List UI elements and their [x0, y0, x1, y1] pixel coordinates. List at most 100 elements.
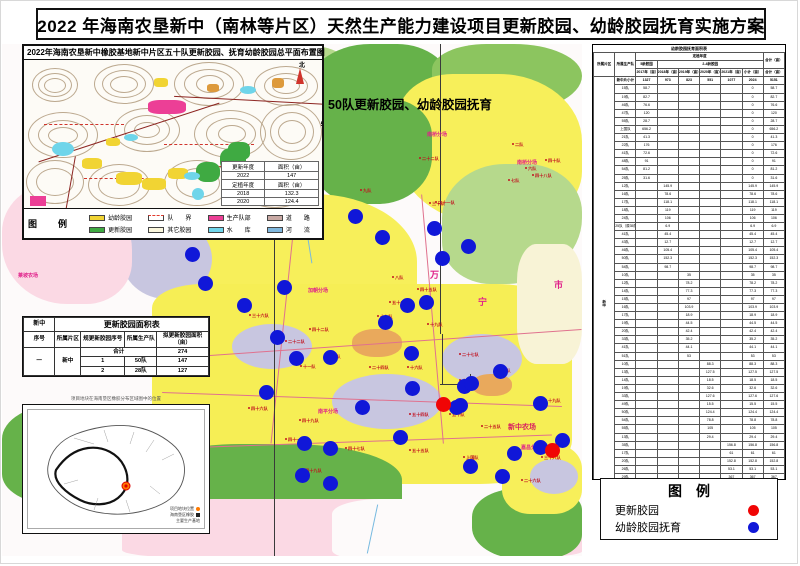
data-value-cell	[720, 262, 743, 272]
legend-swatch	[148, 214, 165, 221]
data-value-cell: 53	[762, 351, 785, 361]
map-point-young-care[interactable]	[554, 432, 570, 448]
data-value-cell: 91	[762, 157, 785, 167]
map-point-young-care[interactable]	[403, 345, 419, 361]
data-value-cell	[635, 456, 658, 466]
map-point-young-care[interactable]	[296, 435, 312, 451]
data-value-cell: 77.3	[741, 286, 764, 296]
data-value-cell: 29.4	[741, 432, 764, 442]
map-settlement-dot-icon	[545, 159, 547, 161]
area-row-index: 2	[80, 365, 126, 377]
map-team-label: 二十六队	[524, 478, 541, 483]
map-point-young-care[interactable]	[236, 297, 252, 313]
data-value-cell	[677, 448, 701, 458]
map-point-young-care[interactable]	[392, 429, 408, 445]
map-point-young-care[interactable]	[347, 208, 363, 224]
map-point-renewal[interactable]	[544, 442, 560, 458]
data-value-cell	[635, 311, 658, 321]
map-point-young-care[interactable]	[258, 384, 274, 400]
map-team-label: 二十七队	[462, 352, 479, 357]
map-point-young-care[interactable]	[322, 440, 338, 456]
data-team-cell: 46队	[614, 246, 637, 256]
young-rubber-area-table-panel[interactable]: 幼龄胶园抚育面积表 所属片区 所属生产队 定植年度 合计（亩） 5龄胶园 2-4…	[592, 44, 786, 480]
map-point-young-care[interactable]	[532, 439, 548, 455]
data-value-cell	[699, 133, 722, 143]
data-value-cell	[720, 319, 743, 329]
map-point-young-care[interactable]	[184, 246, 200, 262]
map-team-label: 二十四队	[372, 365, 389, 370]
table-row: 13队 29.4 29.4 29.4	[594, 432, 785, 442]
inset-legend-column: 生产队部水 库	[207, 213, 251, 234]
map-team-label: 五十四队	[412, 412, 429, 417]
map-point-young-care[interactable]	[197, 275, 213, 291]
map-point-renewal[interactable]	[435, 396, 451, 412]
map-point-young-care[interactable]	[448, 399, 464, 415]
map-point-young-care[interactable]	[460, 238, 476, 254]
data-team-cell: 14队	[614, 375, 637, 385]
data-value-cell: 72.6	[762, 149, 785, 159]
data-value-cell: 156.8	[741, 440, 764, 450]
data-value-cell: 127.5	[699, 367, 722, 377]
table-row: 29队 367 367 367	[594, 472, 785, 479]
data-value-cell	[720, 294, 743, 305]
data-value-cell	[699, 92, 722, 102]
table-row: 10队 35 35 35	[594, 270, 785, 280]
data-value-cell: 6.9	[741, 222, 764, 232]
data-value-cell: 44.5	[741, 319, 764, 329]
area-total-label: 合计	[80, 347, 158, 358]
data-team-cell: 41队	[614, 230, 637, 240]
map-point-young-care[interactable]	[434, 250, 450, 266]
page-title-text: 2022 年海南农垦新中（南林等片区）天然生产能力建设项目更新胶园、幼龄胶园抚育…	[37, 16, 765, 36]
data-value-cell	[656, 351, 679, 361]
map-settlement-dot-icon	[449, 413, 451, 415]
map-point-young-care[interactable]	[294, 467, 310, 483]
map-point-young-care[interactable]	[288, 350, 304, 366]
map-point-young-care[interactable]	[532, 395, 548, 411]
map-point-young-care[interactable]	[322, 475, 338, 491]
map-point-young-care[interactable]	[418, 294, 434, 310]
data-value-cell: 97	[741, 294, 764, 305]
data-value-cell	[720, 432, 743, 442]
map-point-young-care[interactable]	[494, 468, 510, 484]
data-team-cell: 16队	[614, 189, 637, 199]
data-value-cell	[699, 222, 722, 232]
inset-year-cell: 定植年度	[220, 179, 266, 190]
table-row: 41队 45.4 45.4 45.4	[594, 230, 785, 240]
map-point-young-care[interactable]	[269, 329, 285, 345]
map-settlement-dot-icon	[248, 407, 250, 409]
data-value-cell: 97	[677, 294, 701, 305]
map-point-young-care[interactable]	[276, 279, 292, 295]
map-settlement-dot-icon	[360, 189, 362, 191]
table-row: 12队 145.9 145.9 145.9	[594, 181, 785, 191]
inset-topographic-map[interactable]: 2022年海南农垦新中橡胶基地新中片区五十队更新胶园、抚育幼龄胶园总平面布置图	[22, 44, 325, 240]
map-point-young-care[interactable]	[322, 349, 338, 365]
map-point-young-care[interactable]	[399, 297, 415, 313]
data-value-cell	[720, 213, 743, 224]
map-point-young-care[interactable]	[462, 458, 478, 474]
table-row: 55队 28.7 0 28.7	[594, 116, 785, 126]
data-team-cell: 55队	[614, 424, 637, 434]
data-value-cell	[720, 173, 743, 183]
map-settlement-dot-icon	[459, 353, 461, 355]
data-value-cell	[656, 311, 679, 321]
map-point-young-care[interactable]	[377, 314, 393, 330]
map-point-young-care[interactable]	[354, 399, 370, 415]
map-point-young-care[interactable]	[492, 363, 508, 379]
map-point-young-care[interactable]	[463, 375, 479, 391]
locator-inset-map[interactable]: 项目地块在海南垦区橡胶分布区域图中的位置 项目地块位置 海南垦区橡胶 主要生产基…	[22, 396, 210, 534]
data-value-cell	[720, 416, 743, 426]
map-point-young-care[interactable]	[426, 220, 442, 236]
data-value-cell: 35	[762, 270, 785, 280]
data-summary-cell: 823	[677, 76, 701, 86]
map-team-label: 三十六队	[544, 455, 561, 460]
data-value-cell	[720, 327, 743, 337]
data-value-cell	[720, 189, 743, 199]
data-value-cell: 176	[762, 141, 785, 151]
data-value-cell	[677, 246, 701, 256]
map-team-label: 十一队	[303, 364, 316, 369]
data-value-cell	[699, 343, 722, 353]
map-point-young-care[interactable]	[374, 229, 390, 245]
map-point-young-care[interactable]	[506, 445, 522, 461]
data-value-cell: 35.2	[741, 335, 764, 345]
map-point-young-care[interactable]	[404, 380, 420, 396]
